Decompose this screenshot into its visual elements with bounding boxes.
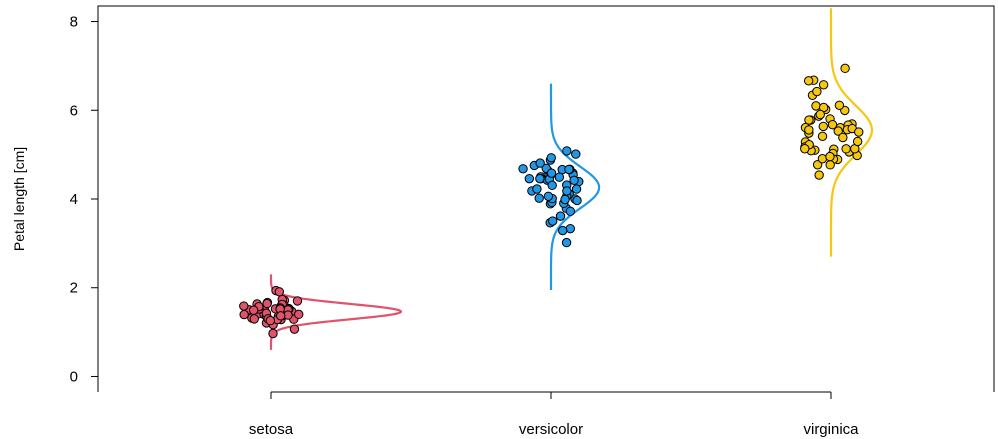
data-point (265, 315, 276, 326)
y-axis-title: Petal length [cm] (11, 147, 27, 251)
data-point (838, 132, 848, 143)
data-point (561, 237, 572, 248)
data-point (248, 305, 259, 315)
data-point (803, 76, 814, 86)
y-tick-label: 2 (70, 280, 78, 297)
data-point (825, 160, 835, 170)
data-point (815, 109, 825, 120)
data-point (840, 63, 850, 74)
data-point (555, 211, 566, 221)
data-point (292, 296, 303, 306)
data-point (543, 191, 554, 201)
data-point (804, 115, 814, 125)
data-point (800, 144, 810, 154)
data-point (811, 101, 821, 111)
data-point (274, 287, 285, 297)
data-point (565, 206, 576, 216)
data-point (562, 146, 572, 156)
data-point (569, 175, 579, 186)
data-point (833, 126, 843, 136)
data-point (818, 121, 828, 132)
x-tick-label: virginica (803, 421, 859, 438)
x-axis: setosa versicolor virginica (249, 391, 859, 438)
data-point (535, 158, 545, 168)
data-point (289, 324, 300, 334)
data-point (557, 225, 568, 236)
data-points (239, 63, 864, 339)
data-point (804, 125, 814, 135)
data-point (275, 311, 286, 321)
data-point (571, 149, 581, 159)
data-point (518, 164, 528, 174)
data-point (560, 194, 570, 205)
data-point (565, 223, 576, 234)
data-point (814, 170, 824, 180)
x-tick-label: versicolor (519, 421, 583, 438)
data-point (546, 168, 557, 178)
data-point (564, 164, 574, 175)
y-axis: 0 2 4 6 8 (70, 14, 98, 385)
data-point (239, 301, 249, 311)
data-point (249, 314, 259, 324)
y-tick-label: 0 (70, 368, 78, 385)
data-point (827, 119, 838, 130)
data-point (554, 172, 565, 182)
data-point (854, 127, 864, 137)
data-point (571, 184, 582, 194)
data-point (546, 153, 556, 163)
data-point (532, 184, 542, 194)
data-point (817, 131, 828, 142)
data-point (548, 216, 558, 226)
data-point (825, 151, 835, 162)
data-point (572, 195, 582, 206)
data-point (534, 193, 544, 203)
data-point (812, 86, 822, 97)
y-tick-label: 4 (70, 191, 78, 208)
data-point (852, 136, 863, 147)
data-point (239, 309, 249, 320)
data-point (262, 298, 272, 309)
data-point (535, 173, 545, 184)
y-tick-label: 8 (70, 14, 78, 31)
density-curve-virginica (829, 8, 874, 257)
y-tick-label: 6 (70, 102, 78, 119)
x-tick-label: setosa (249, 421, 294, 438)
data-point (818, 80, 829, 90)
data-point (841, 144, 851, 154)
data-point (268, 328, 278, 339)
data-point (834, 100, 845, 110)
data-point (562, 186, 572, 196)
data-point (294, 309, 304, 320)
density-curve-versicolor (549, 83, 601, 290)
data-point (547, 180, 557, 191)
data-point (524, 173, 535, 184)
data-point (812, 160, 823, 170)
